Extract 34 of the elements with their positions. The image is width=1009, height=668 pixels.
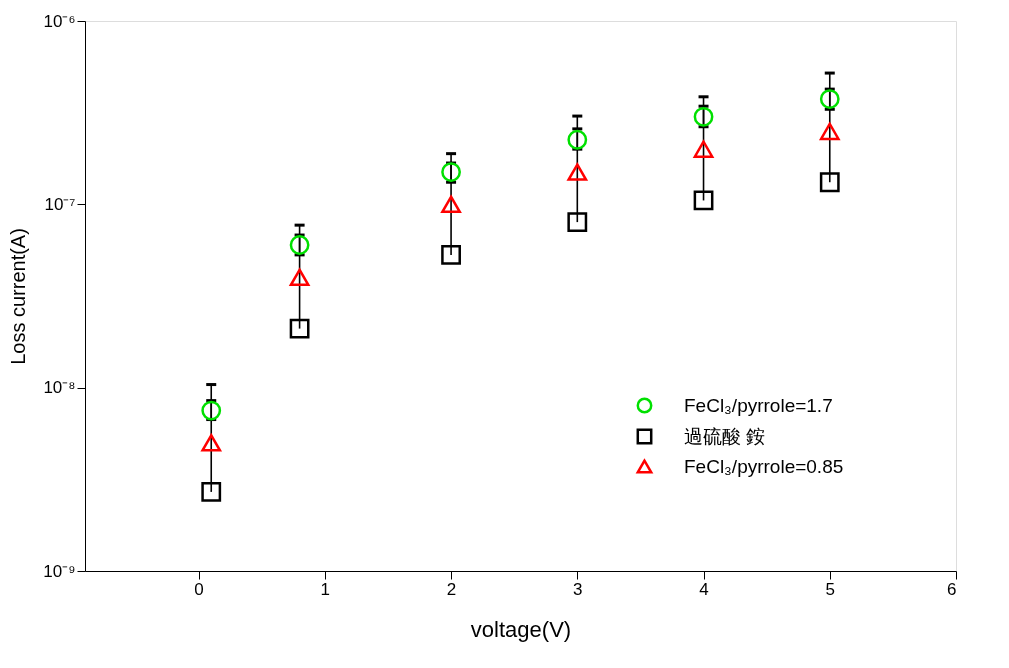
point [567,129,588,150]
y-tick-label: 10⁻⁷ [44,194,76,214]
point [201,482,222,502]
y-tick-label: 10⁻⁸ [43,378,76,398]
point [441,195,461,214]
x-tick-label: 0 [194,579,204,599]
legend-label: 過硫酸 銨 [684,425,766,447]
point [819,89,840,109]
legend-label: FeCl₃/pyrrole=0.85 [684,455,844,477]
point [693,106,714,127]
point [567,163,588,181]
x-tick-label: 4 [699,579,709,599]
y-tick-label: 10⁻⁹ [43,561,76,581]
point [289,268,310,287]
point [201,400,222,421]
point [693,190,714,211]
x-axis-title: voltage(V) [470,616,572,642]
point [441,244,461,265]
point [819,172,840,193]
point [289,318,310,339]
point [567,212,588,233]
x-tick-label: 1 [320,579,331,599]
point [819,122,840,141]
point [289,235,310,255]
x-tick-label: 5 [825,579,835,599]
y-axis-title: Loss current(A) [7,228,30,365]
x-tick-label: 3 [573,579,583,599]
point [441,162,461,182]
point [693,140,714,158]
legend-label: FeCl₃/pyrrole=1.7 [684,394,833,416]
point [201,434,222,452]
y-tick-label: 10⁻⁶ [43,11,76,31]
x-tick-label: 6 [947,579,957,599]
x-tick-label: 2 [446,579,457,599]
